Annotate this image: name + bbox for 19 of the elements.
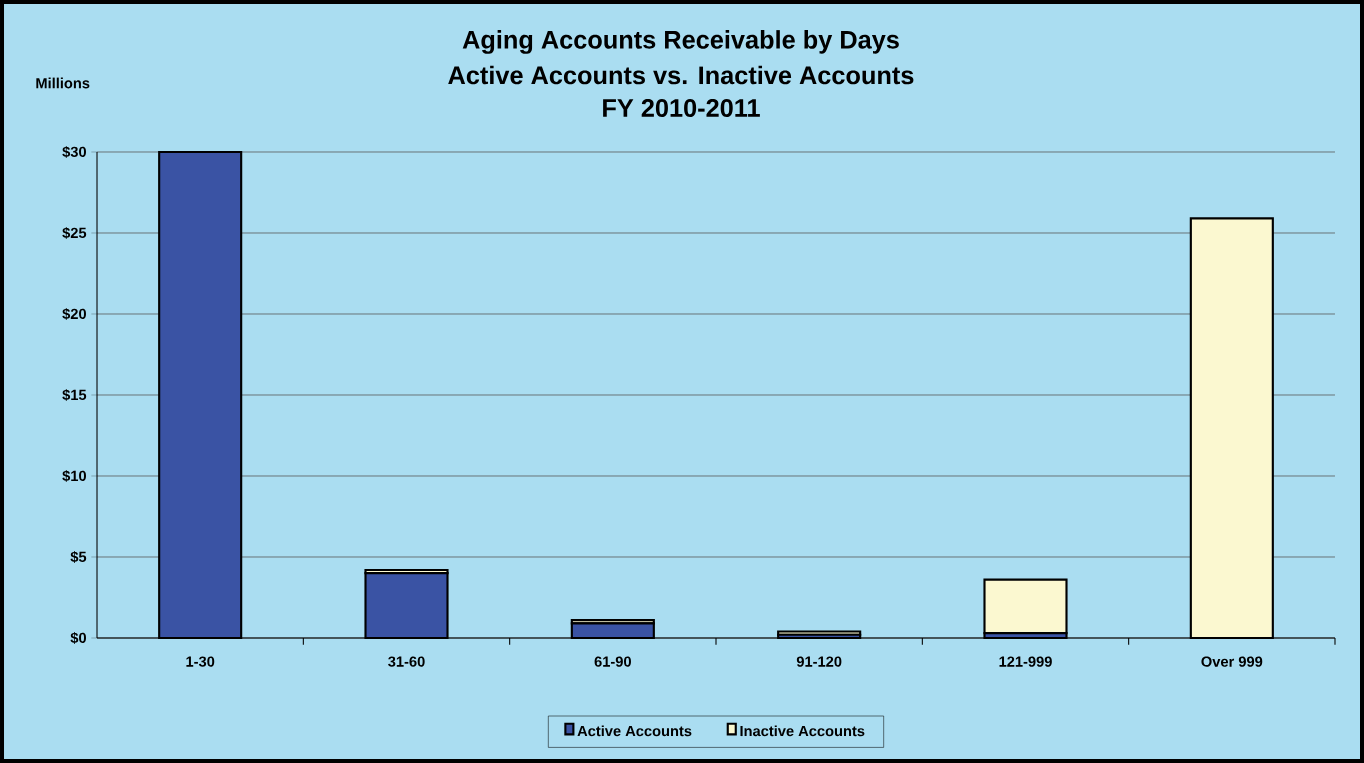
y-tick-label: $0: [70, 632, 86, 644]
y-tick-label: $10: [62, 470, 86, 482]
legend-label: Inactive Accounts: [740, 725, 865, 737]
y-tick-label: $30: [62, 146, 86, 158]
x-tick-label: Over 999: [1201, 656, 1263, 667]
chart-title: Aging Accounts Receivable by Days: [462, 30, 899, 54]
y-tick-label: $20: [62, 308, 86, 320]
x-tick-label: 61-90: [594, 656, 631, 667]
x-tick-label: 121-999: [999, 656, 1052, 667]
x-tick-label: 31-60: [388, 656, 425, 667]
legend-label: Active Accounts: [577, 725, 692, 737]
chart-subtitle: Active Accounts vs. Inactive Accounts: [448, 65, 914, 85]
y-tick-label: $25: [62, 227, 87, 239]
y-tick-label: $5: [70, 551, 87, 563]
text: FY 2010-2011: [603, 99, 760, 117]
y-axis-title: Millions: [36, 77, 90, 89]
x-tick-label: 1-30: [186, 656, 215, 667]
x-tick-label: 91-120: [796, 656, 842, 667]
y-tick-label: $15: [62, 389, 87, 401]
